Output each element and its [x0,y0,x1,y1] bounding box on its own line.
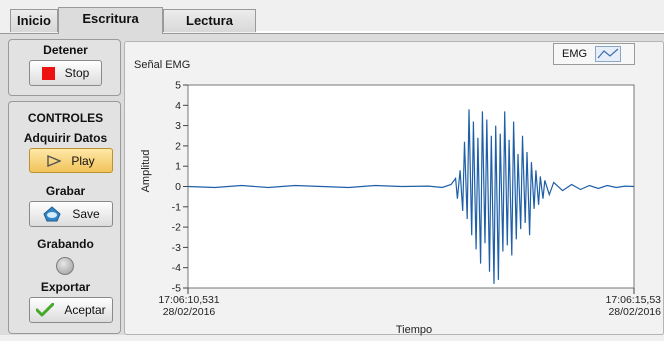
x-end-date: 28/02/2016 [608,306,661,318]
stop-button-label: Stop [64,66,90,80]
acquire-title: Adquirir Datos [23,131,108,145]
recording-title: Grabando [37,237,94,251]
checkmark-icon [36,303,55,317]
chart-legend[interactable]: EMG [553,43,635,65]
y-tick-label: -4 [172,262,181,274]
save-disk-icon [43,206,61,222]
tab-escritura[interactable]: Escritura [58,7,163,34]
tab-lectura[interactable]: Lectura [163,9,256,32]
y-tick-label: 4 [175,100,181,112]
accept-button[interactable]: Aceptar [29,297,113,323]
y-tick-label: 1 [175,161,181,173]
play-button-label: Play [71,153,95,168]
y-tick-label: -2 [172,222,181,234]
tab-strip-fill [256,31,664,33]
play-triangle-icon [47,154,62,167]
play-button[interactable]: Play [29,148,113,173]
emg-chart-frame: Señal EMG Amplitud Tiempo 5 4 3 2 1 0 -1 -2 -3 -4… [124,41,664,336]
x-axis-label: Tiempo [396,324,432,336]
stop-title: Detener [43,43,88,57]
tab-strip: Inicio Escritura Lectura [0,0,664,34]
save-button-label: Save [72,207,100,221]
accept-button-label: Aceptar [64,303,106,317]
stop-button[interactable]: Stop [29,60,102,86]
x-start-date: 28/02/2016 [163,306,216,318]
y-tick-label: 0 [175,181,181,193]
recording-indicator-led [56,257,74,275]
y-tick-label: 3 [175,120,181,132]
y-tick-label: -5 [172,283,181,295]
y-tick-label: -3 [172,242,181,254]
y-axis-label: Amplitud [140,150,152,193]
legend-series-name: EMG [562,48,588,60]
x-start-time: 17:06:10,531 [158,294,219,306]
tab-inicio[interactable]: Inicio [10,9,58,32]
emg-chart: Señal EMG Amplitud Tiempo 5 4 3 2 1 0 -1 -2 -3 -4… [134,59,662,336]
controls-cluster: CONTROLES Adquirir Datos Play Grabar Sav… [8,101,121,334]
x-end-time: 17:06:15,53 [606,294,662,306]
emg-signal-line [187,109,635,284]
y-tick-label: -1 [172,201,181,213]
record-title: Grabar [45,184,86,198]
y-tick-label: 5 [175,80,181,92]
y-tick-label: 2 [175,140,181,152]
stop-cluster: Detener Stop [8,39,121,96]
save-button[interactable]: Save [29,201,113,227]
controls-title: CONTROLES [27,111,104,125]
y-axis: 5 4 3 2 1 0 -1 -2 -3 -4 -5 [172,80,188,295]
line-plot-icon [595,46,622,62]
stop-square-icon [41,66,55,80]
chart-title: Señal EMG [134,59,190,71]
export-title: Exportar [40,280,91,294]
